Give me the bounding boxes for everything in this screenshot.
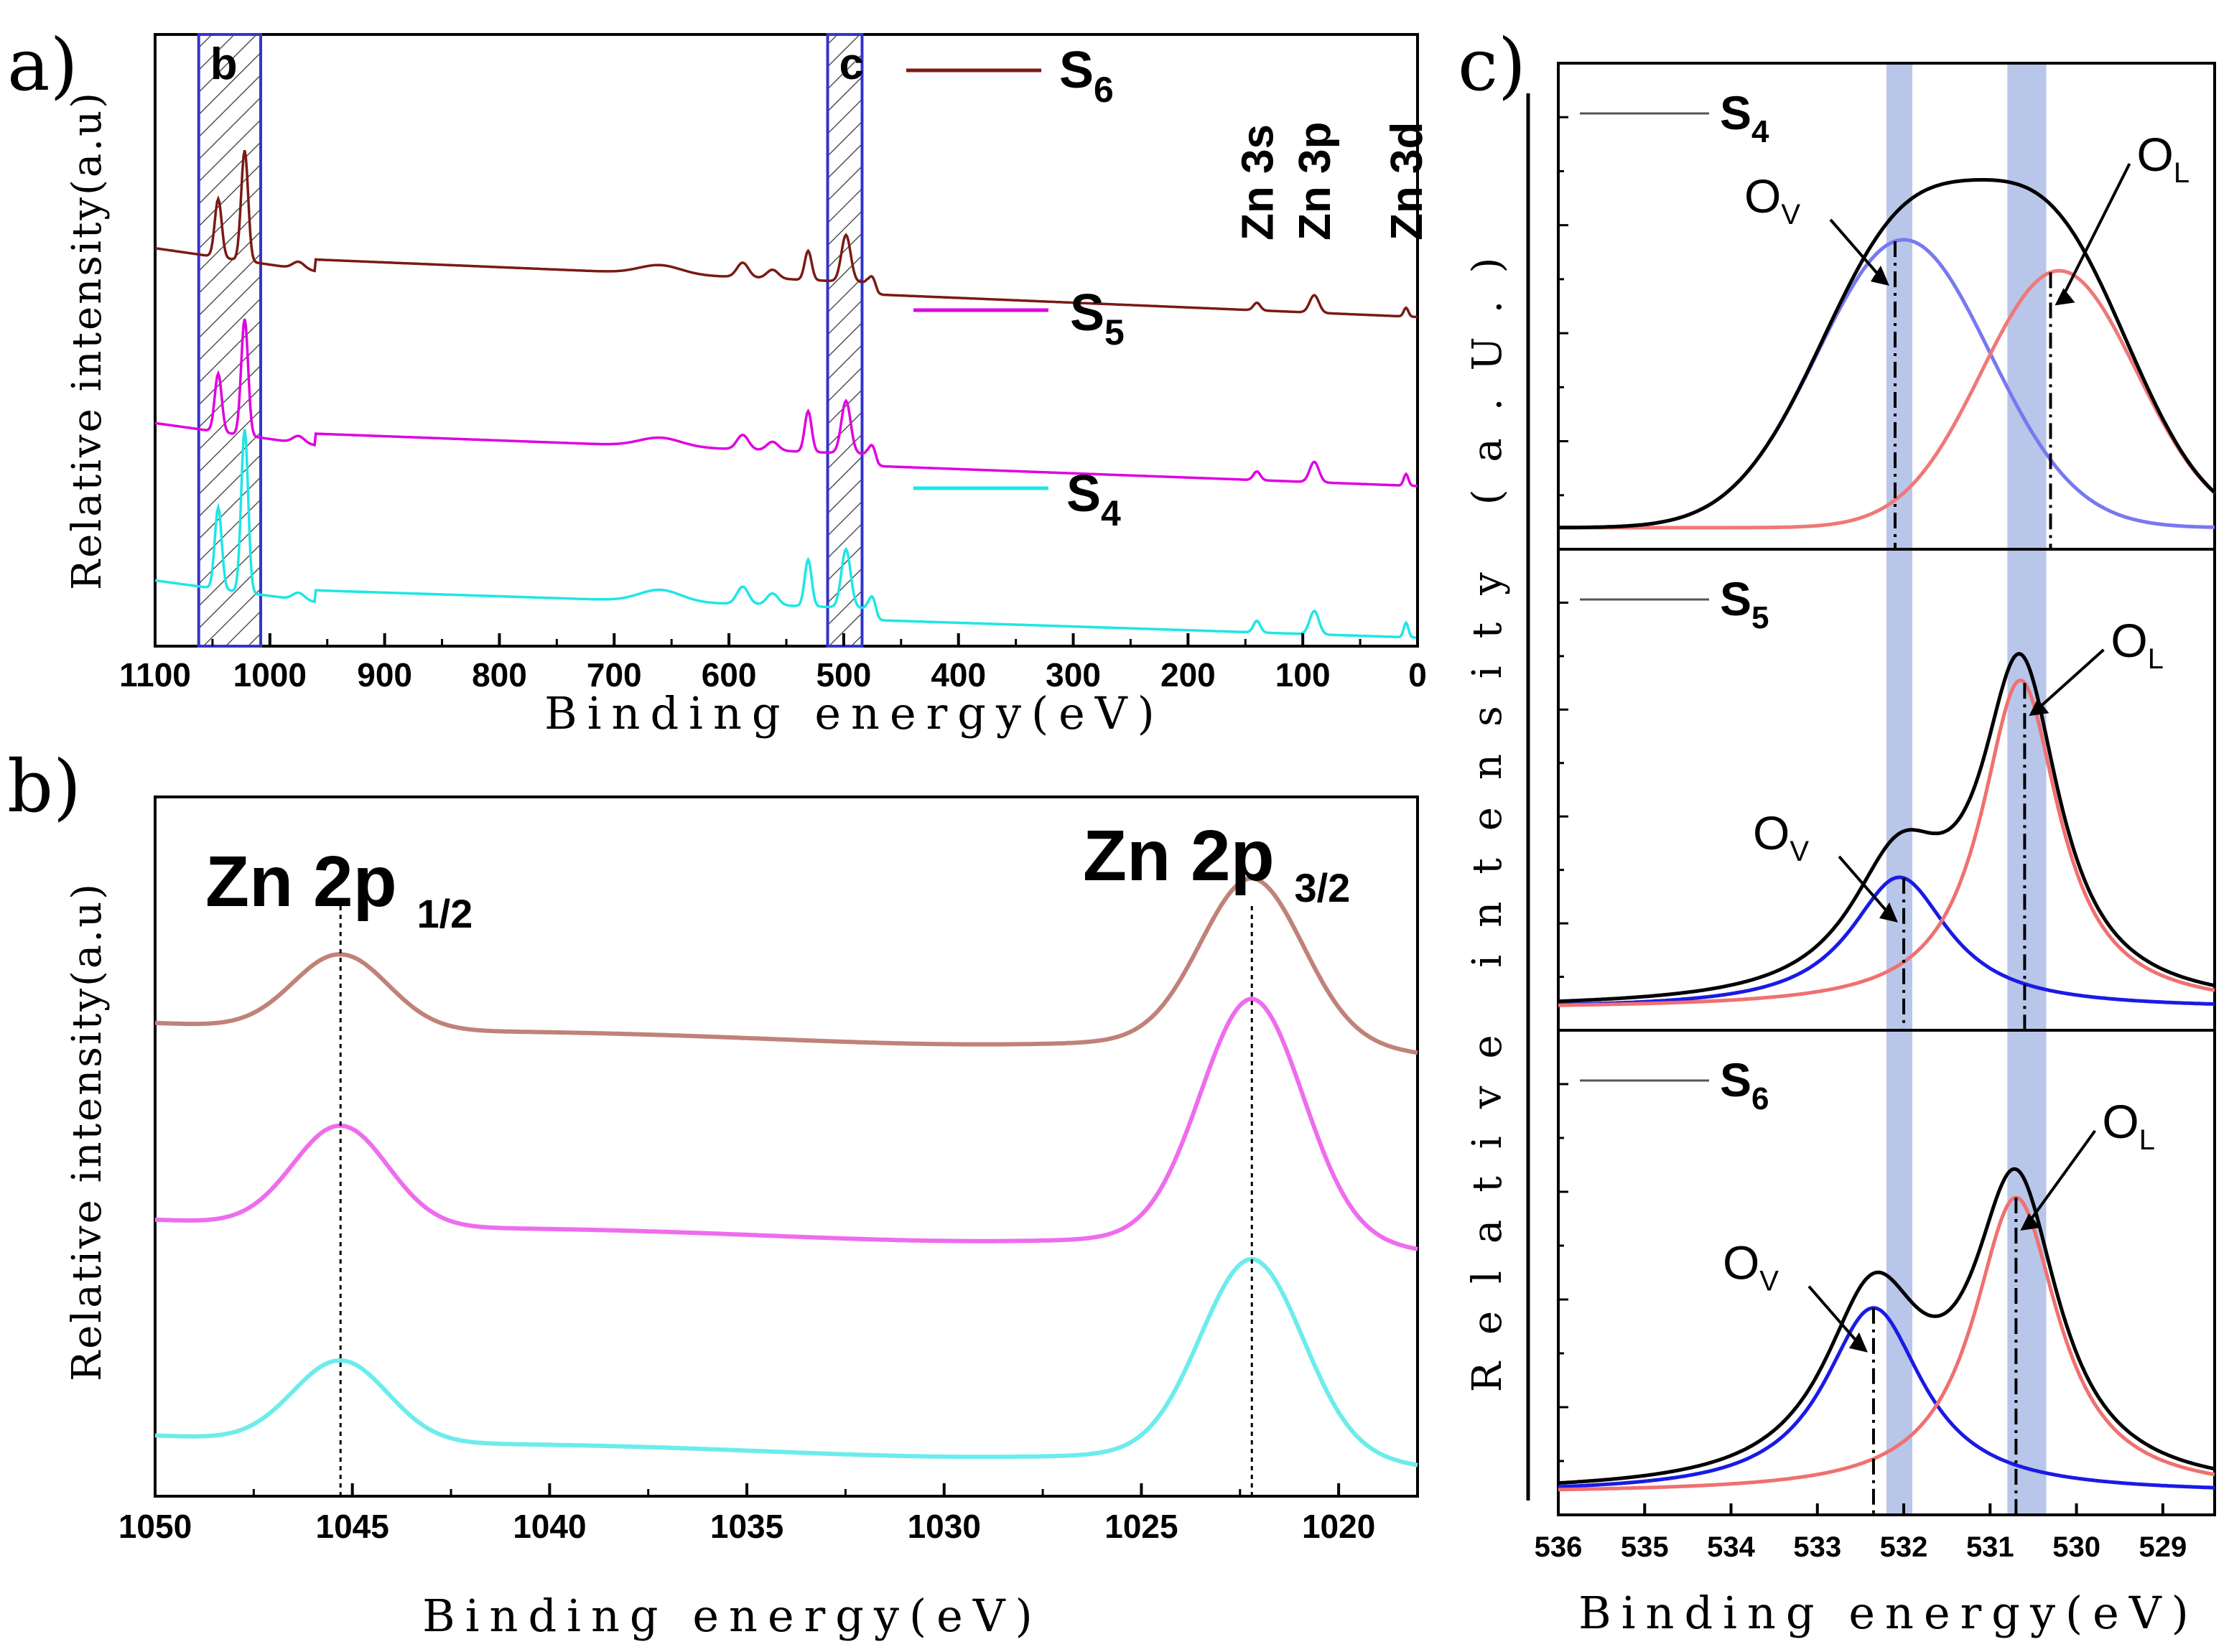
series-S6-zn2p: [154, 876, 1418, 1055]
series-S6-survey: [154, 149, 1418, 319]
subplot-S4: S4 OV OL: [1557, 62, 2216, 551]
shaded-region-c: [826, 33, 864, 648]
subplot-S6: S6 OV OL: [1557, 1029, 2216, 1516]
panel-c-label: c): [1458, 23, 1526, 107]
envelope-S6: [1558, 1167, 2215, 1485]
a-xtick-label-400: 400: [931, 656, 986, 694]
c-xtick-label-529: 529: [2139, 1531, 2187, 1563]
highlight-band-2: [2007, 549, 2047, 1030]
b-xtick-label-1045: 1045: [316, 1508, 389, 1545]
a-xtick-label-600: 600: [702, 656, 757, 694]
peak-label-zn2p-3-2: Zn 2p 3/2: [1083, 816, 1350, 910]
b-xtick-label-1035: 1035: [710, 1508, 783, 1545]
ol-fit-S4: [1558, 269, 2216, 530]
label-ov: OV: [1753, 806, 1809, 867]
highlight-band-1: [1886, 1030, 1913, 1515]
shaded-region-label-b: b: [210, 39, 238, 89]
arrowhead-ol: [2029, 699, 2049, 717]
label-ov: OV: [1723, 1236, 1779, 1297]
envelope-S4: [1558, 178, 2216, 530]
b-xtick-label-1050: 1050: [118, 1508, 192, 1545]
panel-c-ylabel: Relative intensity (a.U.): [1464, 230, 1511, 1393]
c-xtick-label-533: 533: [1793, 1531, 1841, 1563]
a-xtick-label-800: 800: [472, 656, 527, 694]
ol-fit-S5: [1558, 678, 2215, 1007]
arrow-ol: [2034, 648, 2105, 713]
envelope-S5: [1558, 652, 2215, 1004]
series-S5-zn2p: [154, 997, 1418, 1251]
label-ol: OL: [2137, 128, 2190, 189]
label-ol: OL: [2111, 614, 2164, 675]
arrowhead-ol: [2055, 288, 2075, 306]
peak-label-zn2p-1-2: Zn 2p 1/2: [205, 841, 473, 936]
arrowhead-ov: [1871, 265, 1890, 286]
highlight-band-1: [1886, 549, 1913, 1030]
c-xtick-label-531: 531: [1966, 1531, 2014, 1563]
panel-a-label: a): [7, 23, 78, 107]
ol-fit-S6: [1558, 1195, 2215, 1492]
c-xtick-label-530: 530: [2052, 1531, 2100, 1563]
a-xtick-label-1000: 1000: [233, 656, 307, 694]
panel-a-legend: S6 S5 S4: [906, 42, 1125, 533]
ov-fit-S6: [1558, 1306, 2215, 1490]
arrow-ol: [2024, 1129, 2097, 1228]
arrow-ov: [1829, 218, 1885, 282]
a-xtick-label-300: 300: [1046, 656, 1101, 694]
arrow-ov: [1807, 1285, 1863, 1349]
a-xtick-label-500: 500: [816, 656, 872, 694]
panel-c-xlabel: Binding energy(eV): [1578, 1587, 2199, 1639]
legend-S4: S4: [1720, 86, 1769, 149]
legend-s4: S4: [1066, 465, 1121, 533]
series-S4-zn2p: [154, 1256, 1418, 1467]
highlight-band-2: [2007, 63, 2047, 549]
panel-b: b) 1050 1045 1040 1035 1030 1025 1020 Zn 2p 1/…: [7, 745, 1419, 1642]
peak-label-zn-3p: Zn 3p: [1290, 122, 1340, 241]
panel-b-label: b): [7, 745, 81, 829]
c-xtick-label-536: 536: [1535, 1531, 1583, 1563]
c-xtick-label-534: 534: [1707, 1531, 1755, 1563]
a-xtick-label-700: 700: [587, 656, 642, 694]
a-xtick-label-0: 0: [1408, 656, 1427, 694]
legend-S5: S5: [1720, 572, 1769, 635]
legend-S6: S6: [1720, 1053, 1769, 1116]
peak-label-zn-3d: Zn 3d: [1382, 122, 1432, 241]
panel-c: c) S4 OV OL S5 OV OL S6 OV OL 536 535 534 533 532 531…: [1458, 23, 2216, 1639]
b-xtick-label-1040: 1040: [513, 1508, 586, 1545]
a-xtick-label-100: 100: [1275, 656, 1331, 694]
arrow-ol: [2059, 163, 2131, 302]
arrowhead-ov: [1848, 1332, 1868, 1353]
highlight-band-1: [1886, 63, 1913, 549]
legend-s5: S5: [1070, 284, 1125, 353]
panel-a-ylabel: Relative intensity(a.u): [64, 90, 111, 590]
b-xtick-label-1025: 1025: [1104, 1508, 1178, 1545]
b-xtick-label-1030: 1030: [908, 1508, 981, 1545]
c-xtick-label-532: 532: [1880, 1531, 1928, 1563]
arrowhead-ov: [1879, 902, 1899, 923]
arrow-ov: [1838, 855, 1894, 919]
panel-a-frame: [154, 33, 1419, 648]
label-ov: OV: [1744, 169, 1800, 230]
panel-a-xlabel: Binding energy(eV): [544, 687, 1165, 739]
peak-label-zn-3s: Zn 3s: [1233, 124, 1283, 241]
c-xtick-label-535: 535: [1621, 1531, 1669, 1563]
series-S4-survey: [154, 429, 1418, 639]
panel-b-ylabel: Relative intensity(a.u): [64, 882, 111, 1381]
a-xtick-label-1100: 1100: [119, 656, 191, 694]
ov-fit-S5: [1558, 875, 2215, 1007]
a-xtick-label-200: 200: [1160, 656, 1216, 694]
series-S5-survey: [154, 318, 1418, 487]
subplot-frame-S6: [1557, 1029, 2216, 1516]
panel-b-frame: [154, 795, 1419, 1498]
panel-b-xlabel: Binding energy(eV): [422, 1590, 1043, 1642]
shaded-region-label-c: c: [839, 39, 864, 89]
legend-s6: S6: [1059, 42, 1114, 110]
arrowhead-ol: [2020, 1213, 2041, 1231]
label-ol: OL: [2102, 1095, 2155, 1156]
b-xtick-label-1020: 1020: [1302, 1508, 1375, 1545]
highlight-band-2: [2007, 1030, 2047, 1515]
a-xtick-label-900: 900: [357, 656, 412, 694]
subplot-S5: S5 OV OL: [1557, 548, 2216, 1032]
